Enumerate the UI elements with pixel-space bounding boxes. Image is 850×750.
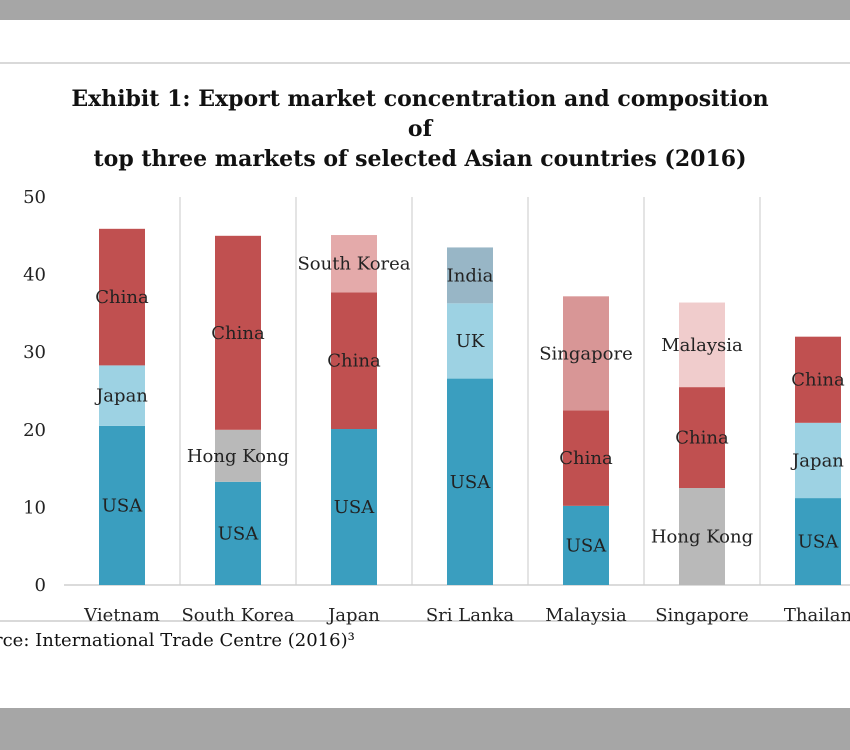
x-tick-label-south-korea: South Korea bbox=[181, 605, 294, 626]
bar-segment-japan-china bbox=[331, 292, 377, 430]
bar-segment-singapore-hong-kong bbox=[679, 488, 725, 585]
data-label-singapore-hong-kong: Hong Kong bbox=[651, 527, 753, 548]
data-label-japan-south-korea: South Korea bbox=[297, 254, 410, 275]
bottom-rule bbox=[0, 620, 850, 622]
bar-segment-vietnam-usa bbox=[99, 425, 145, 585]
bar-segment-thailand-usa bbox=[795, 498, 841, 585]
x-tick-label-malaysia: Malaysia bbox=[545, 605, 627, 626]
data-label-south-korea-hong-kong: Hong Kong bbox=[187, 446, 289, 467]
bar-segment-thailand-china bbox=[795, 336, 841, 423]
bar-segment-sri-lanka-usa bbox=[447, 378, 493, 585]
bar-segment-japan-usa bbox=[331, 429, 377, 585]
bar-segment-vietnam-japan bbox=[99, 365, 145, 426]
bar-segment-malaysia-usa bbox=[563, 505, 609, 585]
y-tick-label: 0 bbox=[35, 575, 46, 596]
data-label-singapore-china: China bbox=[675, 428, 729, 449]
x-tick-label-singapore: Singapore bbox=[655, 605, 749, 626]
data-label-malaysia-china: China bbox=[559, 448, 613, 469]
top-rule bbox=[0, 62, 850, 64]
source-note: rce: International Trade Centre (2016)³ bbox=[0, 630, 355, 651]
data-label-sri-lanka-usa: USA bbox=[450, 472, 492, 493]
data-label-vietnam-usa: USA bbox=[102, 495, 144, 516]
data-label-vietnam-japan: Japan bbox=[94, 386, 148, 407]
chart-title-line-2: top three markets of selected Asian coun… bbox=[93, 146, 747, 172]
chart-title-line-1: Exhibit 1: Export market concentration a… bbox=[71, 86, 769, 142]
bar-segment-thailand-japan bbox=[795, 422, 841, 499]
bar-segment-south-korea-usa bbox=[215, 481, 261, 585]
data-label-vietnam-china: China bbox=[95, 287, 149, 308]
y-tick-label: 40 bbox=[23, 265, 46, 286]
bar-segment-sri-lanka-uk bbox=[447, 303, 493, 379]
bar-segment-malaysia-china bbox=[563, 410, 609, 506]
data-label-malaysia-singapore: Singapore bbox=[539, 343, 633, 364]
bar-segment-south-korea-china bbox=[215, 235, 261, 430]
x-tick-label-thailand: Thailan bbox=[784, 605, 850, 626]
data-label-thailand-usa: USA bbox=[798, 532, 840, 553]
x-tick-label-sri-lanka: Sri Lanka bbox=[426, 605, 515, 626]
bar-segment-vietnam-china bbox=[99, 228, 145, 366]
data-label-thailand-china: China bbox=[791, 370, 845, 391]
y-tick-label: 20 bbox=[23, 420, 46, 441]
y-tick-label: 50 bbox=[23, 187, 46, 208]
y-tick-label: 30 bbox=[23, 342, 46, 363]
bar-segment-sri-lanka-india bbox=[447, 247, 493, 304]
data-label-south-korea-china: China bbox=[211, 323, 265, 344]
bar-segment-south-korea-hong-kong bbox=[215, 429, 261, 482]
data-label-singapore-malaysia: Malaysia bbox=[661, 335, 743, 356]
data-label-sri-lanka-india: India bbox=[447, 265, 494, 286]
bar-segment-singapore-malaysia bbox=[679, 302, 725, 388]
x-tick-label-japan: Japan bbox=[326, 605, 380, 626]
bar-segment-singapore-china bbox=[679, 387, 725, 488]
x-tick-label-vietnam: Vietnam bbox=[83, 605, 160, 626]
data-label-japan-usa: USA bbox=[334, 497, 376, 518]
data-label-malaysia-usa: USA bbox=[566, 535, 608, 556]
data-label-japan-china: China bbox=[327, 351, 381, 372]
chart-title: Exhibit 1: Export market concentration a… bbox=[60, 84, 780, 174]
bar-segment-malaysia-singapore bbox=[563, 296, 609, 411]
bar-segment-japan-south-korea bbox=[331, 235, 377, 293]
data-label-south-korea-usa: USA bbox=[218, 523, 260, 544]
data-label-sri-lanka-uk: UK bbox=[456, 331, 485, 352]
data-label-thailand-japan: Japan bbox=[790, 450, 844, 471]
y-tick-label: 10 bbox=[23, 497, 46, 518]
